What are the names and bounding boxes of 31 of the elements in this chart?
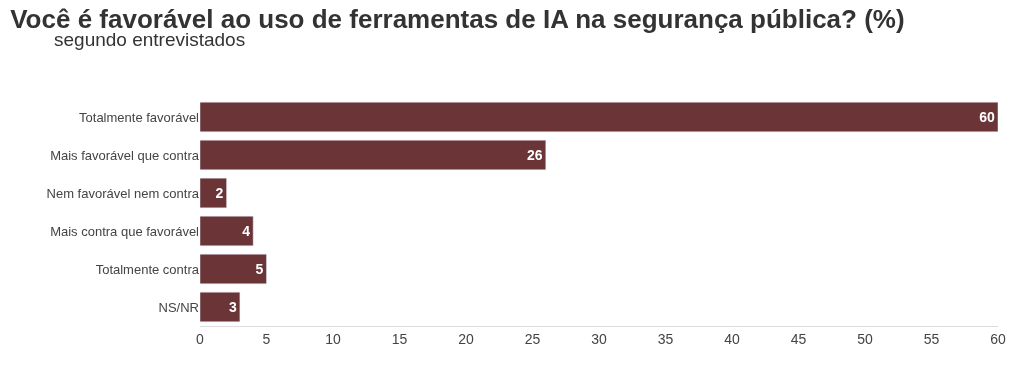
bar <box>200 253 267 285</box>
x-tick-label: 15 <box>391 330 408 347</box>
x-tick-label: 50 <box>857 330 873 347</box>
x-tick-label: 5 <box>262 330 271 347</box>
x-tick-label: 60 <box>990 330 1006 347</box>
x-tick-label: 40 <box>724 330 740 347</box>
data-label: 5 <box>255 261 264 277</box>
x-tick-label: 55 <box>923 330 940 347</box>
x-tick-label: 20 <box>458 330 474 347</box>
x-tick-label: 10 <box>325 330 341 347</box>
data-label: 3 <box>228 299 237 315</box>
x-tick-label: 30 <box>591 330 607 347</box>
x-tick-label: 0 <box>196 330 205 347</box>
bar <box>200 177 227 209</box>
bar <box>200 139 547 171</box>
y-tick-label: Totalmente contra <box>95 261 200 277</box>
y-tick-label: Mais contra que favorável <box>50 223 200 239</box>
y-tick-label: Mais favorável que contra <box>50 147 200 163</box>
x-tick-label: 25 <box>524 330 541 347</box>
y-tick-label: Totalmente favorável <box>79 109 200 125</box>
bar <box>200 101 998 133</box>
x-tick-label: 45 <box>790 330 807 347</box>
bar <box>200 215 254 247</box>
y-tick-label: NS/NR <box>158 299 199 315</box>
data-label: 60 <box>979 109 995 125</box>
x-tick-label: 35 <box>657 330 674 347</box>
data-label: 2 <box>215 185 224 201</box>
y-tick-label: Nem favorável nem contra <box>46 185 200 201</box>
bar <box>200 291 241 323</box>
data-label: 26 <box>527 147 543 163</box>
data-label: 4 <box>242 223 251 239</box>
